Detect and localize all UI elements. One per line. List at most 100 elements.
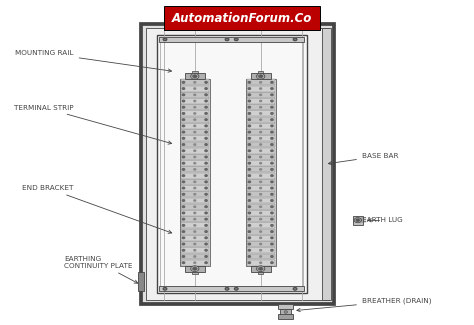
Circle shape xyxy=(194,237,196,239)
Circle shape xyxy=(260,256,262,257)
Circle shape xyxy=(193,75,197,78)
Circle shape xyxy=(248,175,250,176)
Circle shape xyxy=(271,200,273,201)
Bar xyxy=(181,148,209,154)
Circle shape xyxy=(182,218,185,220)
Circle shape xyxy=(271,175,273,176)
Circle shape xyxy=(182,262,185,264)
Circle shape xyxy=(205,106,207,108)
Bar xyxy=(192,71,198,274)
Circle shape xyxy=(260,113,262,114)
Circle shape xyxy=(260,107,262,108)
Circle shape xyxy=(260,212,262,214)
Circle shape xyxy=(260,100,262,102)
Bar xyxy=(246,160,275,166)
Circle shape xyxy=(260,188,262,189)
Circle shape xyxy=(248,119,250,121)
Circle shape xyxy=(163,288,167,290)
Circle shape xyxy=(260,231,262,232)
Circle shape xyxy=(271,125,273,127)
Circle shape xyxy=(271,250,273,251)
Circle shape xyxy=(194,144,196,145)
Circle shape xyxy=(194,113,196,114)
Circle shape xyxy=(194,150,196,151)
Bar xyxy=(181,123,209,129)
Circle shape xyxy=(194,100,196,102)
Circle shape xyxy=(182,150,185,151)
Circle shape xyxy=(248,181,250,183)
Circle shape xyxy=(271,169,273,170)
Bar xyxy=(246,129,275,135)
Circle shape xyxy=(271,88,273,89)
Circle shape xyxy=(194,119,196,120)
Circle shape xyxy=(248,162,250,164)
Circle shape xyxy=(182,225,185,226)
Circle shape xyxy=(191,266,199,272)
Circle shape xyxy=(205,119,207,121)
Circle shape xyxy=(271,187,273,189)
Bar xyxy=(181,260,209,266)
Bar xyxy=(246,254,275,259)
Circle shape xyxy=(182,156,185,158)
Bar xyxy=(246,260,275,266)
Circle shape xyxy=(205,162,207,164)
Bar xyxy=(181,210,209,216)
Circle shape xyxy=(194,162,196,164)
Circle shape xyxy=(293,288,297,290)
Bar xyxy=(181,111,209,116)
Circle shape xyxy=(182,237,185,239)
Circle shape xyxy=(205,169,207,170)
Circle shape xyxy=(248,150,250,151)
Circle shape xyxy=(235,38,238,41)
Circle shape xyxy=(182,94,185,96)
Circle shape xyxy=(248,231,250,232)
Circle shape xyxy=(205,243,207,245)
Text: END BRACKET: END BRACKET xyxy=(22,185,172,233)
Circle shape xyxy=(271,206,273,208)
Bar xyxy=(250,266,271,272)
Bar xyxy=(246,216,275,222)
Bar xyxy=(181,216,209,222)
Bar xyxy=(181,117,209,123)
Bar xyxy=(157,35,307,293)
Circle shape xyxy=(194,225,196,226)
Circle shape xyxy=(182,82,185,83)
Circle shape xyxy=(182,113,185,114)
Circle shape xyxy=(260,169,262,170)
Circle shape xyxy=(271,94,273,96)
Bar xyxy=(181,166,209,172)
Circle shape xyxy=(248,100,250,102)
Circle shape xyxy=(271,82,273,83)
Bar xyxy=(246,185,275,191)
Bar xyxy=(246,241,275,247)
Bar xyxy=(246,179,275,185)
Circle shape xyxy=(248,243,250,245)
Bar xyxy=(250,73,271,79)
Bar xyxy=(246,148,275,154)
Circle shape xyxy=(260,150,262,151)
Circle shape xyxy=(194,131,196,133)
Circle shape xyxy=(235,288,238,290)
Circle shape xyxy=(194,181,196,183)
Circle shape xyxy=(356,219,359,221)
Circle shape xyxy=(205,156,207,158)
Bar xyxy=(246,229,275,235)
Circle shape xyxy=(225,288,229,290)
Bar xyxy=(181,191,209,197)
Bar xyxy=(164,6,320,31)
Circle shape xyxy=(271,156,273,158)
Bar xyxy=(185,73,205,79)
Circle shape xyxy=(182,181,185,183)
Circle shape xyxy=(260,200,262,201)
Circle shape xyxy=(256,266,265,272)
Bar xyxy=(181,85,209,92)
Circle shape xyxy=(248,225,250,226)
Text: EARTH LUG: EARTH LUG xyxy=(362,217,403,224)
Circle shape xyxy=(205,206,207,208)
Circle shape xyxy=(260,243,262,245)
Circle shape xyxy=(194,243,196,245)
Circle shape xyxy=(271,113,273,114)
Circle shape xyxy=(205,82,207,83)
Circle shape xyxy=(194,250,196,251)
Circle shape xyxy=(271,256,273,257)
